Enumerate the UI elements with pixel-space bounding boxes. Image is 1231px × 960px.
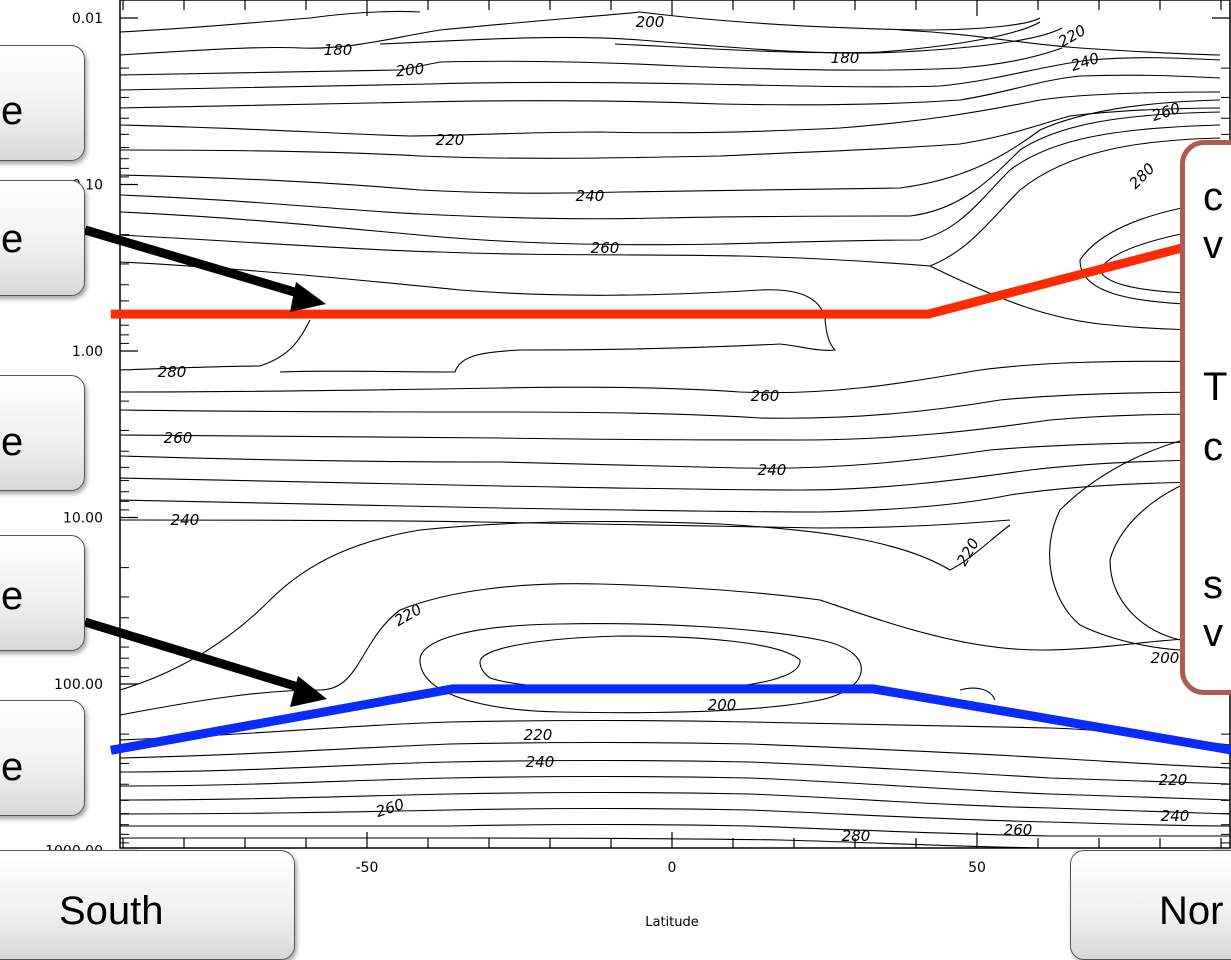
contour-line: [119, 441, 1231, 469]
red-tropopause-line: [110, 230, 1231, 319]
contour-line: [614, 21, 1041, 54]
contour-label: 260: [1150, 99, 1183, 125]
contour-label: 240: [1161, 807, 1190, 825]
contour-line: [119, 124, 1221, 246]
contour-label: 260: [1004, 821, 1033, 839]
contour-line: [119, 413, 1231, 441]
info-box: c v T c s v: [1180, 140, 1231, 695]
contour-label: 220: [436, 131, 465, 149]
contour-line: [119, 759, 1231, 785]
contour-line: [1079, 199, 1231, 306]
contour-label: 240: [758, 461, 787, 479]
temperature-contours: [119, 10, 1231, 849]
contour-label: 260: [164, 429, 193, 447]
contour-label: 200: [636, 13, 665, 31]
contour-line: [119, 791, 1231, 815]
contour-line: [119, 319, 311, 371]
info-box-text: v: [1203, 223, 1223, 267]
contour-line: [119, 459, 1231, 491]
contour-label: 280: [842, 827, 871, 845]
contour-line: [639, 11, 1041, 31]
contour-label: 180: [324, 41, 353, 59]
contour-line: [1049, 429, 1231, 651]
contour-label: 280: [1126, 160, 1159, 193]
contour-line: [119, 74, 1221, 109]
callout-box-5: e: [0, 700, 85, 816]
contour-line: [119, 47, 1063, 76]
info-box-text: T: [1203, 365, 1228, 409]
x-tick-label: -50: [356, 860, 379, 876]
contour-label: 260: [751, 387, 780, 405]
contour-line: [119, 57, 1221, 91]
contour-label: 260: [591, 239, 620, 257]
contour-line: [899, 29, 1221, 56]
contour-label: 220: [524, 726, 553, 744]
contour-line: [119, 481, 1231, 513]
callout-box-4: e: [0, 535, 85, 651]
contour-label: 220: [953, 535, 983, 569]
y-tick-label: 1.00: [72, 344, 103, 360]
info-box-text: c: [1203, 175, 1223, 219]
contour-line: [119, 111, 1221, 220]
y-tick-label: 0.01: [72, 11, 103, 27]
contour-line: [959, 687, 996, 701]
contour-label: 280: [158, 363, 187, 381]
contour-label: 220: [391, 600, 425, 630]
contour-line: [379, 27, 1063, 54]
contour-line: [119, 719, 1231, 746]
x-tick-label: 50: [968, 860, 986, 876]
contour-line: [479, 635, 801, 692]
x-axis-title: Latitude: [645, 915, 699, 930]
callout-box-1: e: [0, 45, 85, 161]
contour-line: [119, 360, 1231, 394]
contour-line: [279, 343, 781, 373]
black-arrow: [83, 225, 326, 312]
contour-line: [119, 261, 837, 351]
black-arrow: [83, 617, 327, 707]
contour-line: [119, 807, 1231, 827]
contour-line: [120, 837, 1041, 849]
contour-line: [119, 107, 1221, 159]
contour-line: [119, 391, 1231, 419]
callout-box-2: e: [0, 180, 85, 296]
blue-tropopause-line: [110, 684, 1231, 755]
contour-label: 180: [831, 49, 860, 67]
contour-line: [119, 519, 1011, 529]
contour-line: [419, 623, 862, 714]
contour-line: [119, 741, 1231, 769]
contour-label: 240: [576, 187, 605, 205]
contour-label: 200: [1151, 649, 1180, 667]
contour-label: 200: [708, 696, 737, 714]
contour-line: [119, 10, 421, 33]
contour-label: 240: [1069, 49, 1102, 75]
contour-line: [119, 583, 1201, 716]
contour-line: [119, 137, 1221, 267]
south-label-box: South: [0, 850, 295, 960]
x-tick-label: 0: [668, 860, 677, 876]
y-tick-label: 100.00: [54, 677, 103, 693]
contour-line: [119, 520, 1011, 691]
north-label-box: Nor: [1070, 850, 1231, 960]
info-box-text: s: [1203, 563, 1223, 607]
contour-label: 240: [171, 511, 200, 529]
contour-line: [119, 775, 1231, 801]
contour-label: 220: [1159, 771, 1188, 789]
contour-line: [119, 823, 1230, 837]
y-tick-label: 10.00: [63, 511, 103, 527]
contour-plot: 200 180 180 200 220 240 220 260 240 260 280 280 260 2…: [45, 0, 1231, 930]
contour-label: 260: [374, 795, 407, 821]
contour-line: [119, 99, 1221, 194]
contour-label: 240: [526, 753, 555, 771]
info-box-text: c: [1203, 425, 1223, 469]
callout-box-3: e: [0, 375, 85, 491]
contour-label: 200: [395, 60, 425, 81]
contour-line: [119, 91, 1221, 137]
info-box-text: v: [1203, 611, 1223, 655]
contour-line: [119, 11, 641, 56]
